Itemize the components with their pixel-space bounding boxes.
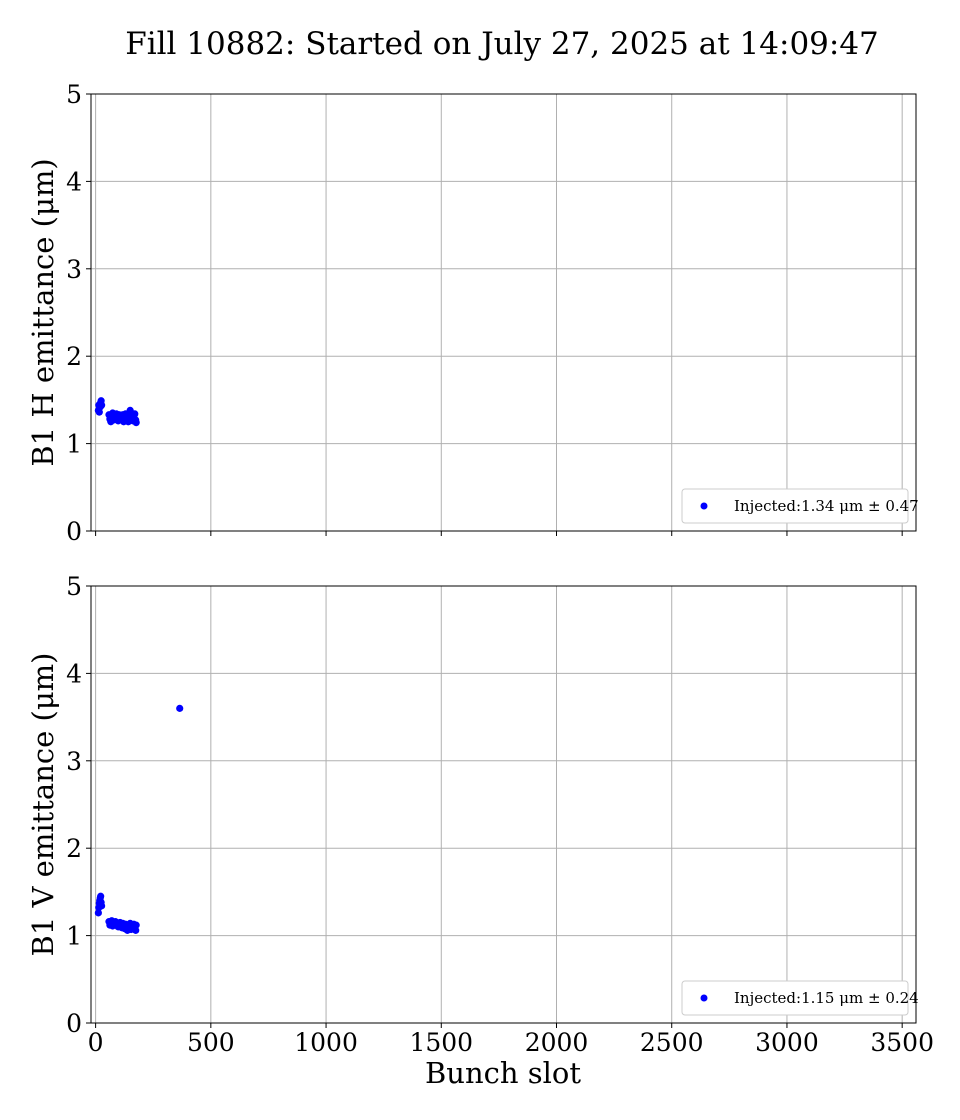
grid-lines <box>91 93 916 532</box>
x-tick-label: 3000 <box>755 1028 819 1057</box>
data-points <box>94 704 184 934</box>
y-tick-label: 3 <box>66 747 82 776</box>
axis-ticks: 0 500 1000 1500 2000 2500 3000 3500 0 1 2 3 4 5 <box>66 572 934 1057</box>
legend: Injected:1.34 μm ± 0.47 <box>681 488 919 524</box>
x-tick-label: 1500 <box>409 1028 473 1057</box>
legend-entry: Injected:1.34 μm ± 0.47 <box>734 497 919 515</box>
y-tick-label: 5 <box>66 572 82 601</box>
x-tick-label: 500 <box>187 1028 235 1057</box>
x-tick-label: 2000 <box>525 1028 589 1057</box>
data-point <box>132 419 140 427</box>
y-axis-label: B1 V emittance (μm) <box>26 653 60 957</box>
y-tick-label: 0 <box>66 1009 82 1038</box>
b1-v-emittance-panel: 0 500 1000 1500 2000 2500 3000 3500 0 1 2 3 4 5 B1 V … <box>26 572 934 1057</box>
data-point <box>132 926 140 934</box>
x-tick-label: 2500 <box>640 1028 704 1057</box>
y-axis-label: B1 H emittance (μm) <box>26 158 60 466</box>
legend-entry: Injected:1.15 μm ± 0.24 <box>734 989 919 1007</box>
plot-frame <box>90 585 917 1024</box>
y-tick-label: 2 <box>66 342 82 371</box>
data-point <box>97 892 105 900</box>
y-tick-label: 5 <box>66 80 82 109</box>
data-point <box>131 410 139 418</box>
data-point <box>98 902 106 910</box>
y-tick-label: 2 <box>66 834 82 863</box>
figure-title: Fill 10882: Started on July 27, 2025 at … <box>125 26 879 62</box>
y-tick-label: 4 <box>66 167 82 196</box>
y-tick-label: 0 <box>66 517 82 546</box>
grid-lines <box>91 585 916 1024</box>
x-tick-label: 0 <box>88 1028 104 1057</box>
data-point <box>98 401 106 409</box>
legend-marker <box>700 502 708 510</box>
y-tick-label: 3 <box>66 255 82 284</box>
data-point <box>132 921 140 929</box>
data-point <box>176 704 184 712</box>
x-tick-label: 3500 <box>870 1028 934 1057</box>
plot-frame <box>90 93 917 532</box>
data-points <box>94 397 140 427</box>
legend: Injected:1.15 μm ± 0.24 <box>681 980 919 1016</box>
legend-box <box>681 488 909 524</box>
y-tick-label: 1 <box>66 430 82 459</box>
x-axis-label: Bunch slot <box>425 1056 581 1090</box>
b1-h-emittance-panel: 0 1 2 3 4 5 B1 H emittance (μm) Injected:1.34… <box>26 80 919 546</box>
data-point <box>94 909 102 917</box>
legend-box <box>681 980 909 1016</box>
x-tick-label: 1000 <box>294 1028 358 1057</box>
axis-ticks: 0 1 2 3 4 5 <box>66 80 903 546</box>
y-tick-label: 4 <box>66 659 82 688</box>
y-tick-label: 1 <box>66 922 82 951</box>
legend-marker <box>700 994 708 1002</box>
